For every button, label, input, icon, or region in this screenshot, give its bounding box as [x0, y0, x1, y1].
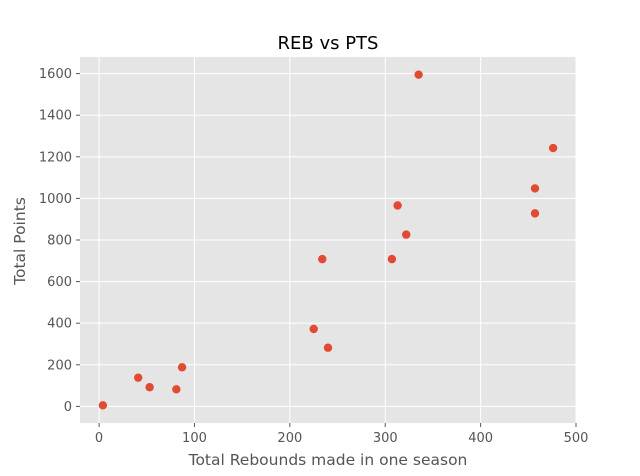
scatter-point: [145, 383, 154, 392]
grid-lines: [80, 57, 577, 423]
y-tick-label: 400: [47, 317, 72, 332]
x-axis-label: Total Rebounds made in one season: [188, 451, 468, 469]
y-tick-label: 0: [64, 400, 72, 415]
scatter-point: [548, 143, 558, 153]
chart-title: REB vs PTS: [278, 33, 379, 54]
y-axis-label: Total Points: [11, 197, 29, 286]
scatter-point: [530, 209, 540, 218]
y-tick-label: 200: [47, 358, 72, 373]
x-tick-label: 100: [182, 431, 207, 446]
data-points: [98, 70, 558, 410]
x-tick-label: 400: [468, 431, 493, 446]
x-tick-label: 200: [277, 431, 302, 446]
scatter-point: [172, 385, 181, 394]
scatter-point: [98, 401, 108, 410]
axis-ticks: 0 100 200 300 400 500 0 200 400 600 800 1000 1200 140…: [39, 67, 589, 446]
scatter-point: [530, 184, 540, 193]
y-tick-label: 600: [47, 275, 72, 290]
scatter-point: [323, 343, 333, 352]
y-tick-label: 800: [47, 234, 72, 249]
y-tick-label: 1400: [39, 109, 72, 124]
y-tick-label: 1000: [39, 192, 72, 207]
scatter-point: [414, 70, 423, 79]
scatter-point: [309, 324, 318, 334]
scatter-point: [402, 230, 411, 239]
scatter-point: [318, 254, 327, 264]
scatter-point: [177, 363, 187, 372]
y-tick-label: 1200: [39, 150, 72, 165]
y-tick-label: 1600: [39, 67, 72, 82]
scatter-point: [387, 254, 397, 264]
x-tick-label: 0: [95, 431, 103, 446]
scatter-point: [393, 201, 402, 210]
x-tick-label: 300: [373, 431, 398, 446]
x-tick-label: 500: [564, 431, 589, 446]
scatter-point: [133, 373, 143, 382]
